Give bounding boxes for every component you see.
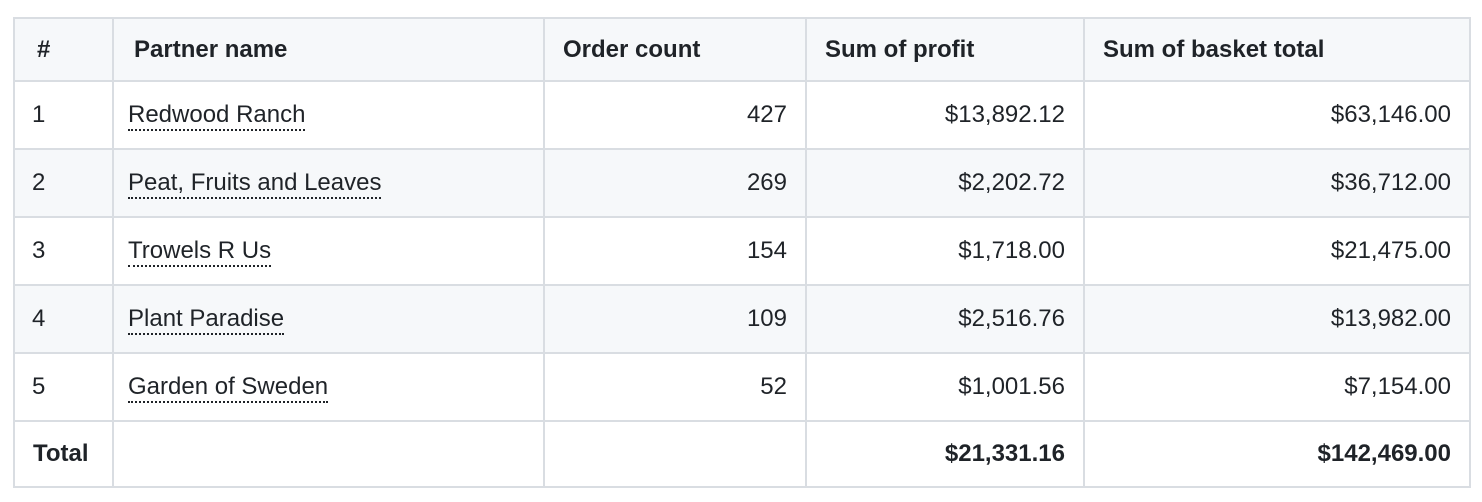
order-count-cell: 269 (543, 148, 807, 218)
total-basket-total-cell: $142,469.00 (1083, 420, 1471, 488)
column-header-order-count[interactable]: Order count (543, 17, 807, 82)
partner-link[interactable]: Garden of Sweden (128, 373, 329, 403)
partner-report: # Partner name Order count Sum of profit… (13, 17, 1471, 488)
basket-total-cell: $7,154.00 (1083, 352, 1471, 422)
table-footer: Total $21,331.16 $142,469.00 (13, 420, 1471, 488)
basket-total-cell: $21,475.00 (1083, 216, 1471, 286)
profit-cell: $1,718.00 (805, 216, 1085, 286)
column-header-partner-name[interactable]: Partner name (112, 17, 545, 82)
partner-cell: Plant Paradise (112, 284, 545, 354)
total-label: Total (13, 420, 114, 488)
partner-cell: Peat, Fruits and Leaves (112, 148, 545, 218)
partner-link[interactable]: Peat, Fruits and Leaves (128, 169, 382, 199)
partner-link[interactable]: Trowels R Us (128, 237, 272, 267)
order-count-cell: 154 (543, 216, 807, 286)
column-header-index[interactable]: # (13, 17, 114, 82)
row-index: 5 (13, 352, 114, 422)
profit-cell: $13,892.12 (805, 80, 1085, 150)
partner-table: # Partner name Order count Sum of profit… (13, 17, 1471, 488)
header-row: # Partner name Order count Sum of profit… (13, 17, 1471, 82)
table-header: # Partner name Order count Sum of profit… (13, 17, 1471, 82)
total-order-count-cell (543, 420, 807, 488)
total-profit-cell: $21,331.16 (805, 420, 1085, 488)
total-row: Total $21,331.16 $142,469.00 (13, 420, 1471, 488)
table-row: 5 Garden of Sweden 52 $1,001.56 $7,154.0… (13, 352, 1471, 422)
total-partner-cell (112, 420, 545, 488)
order-count-cell: 427 (543, 80, 807, 150)
partner-link[interactable]: Plant Paradise (128, 305, 285, 335)
order-count-cell: 52 (543, 352, 807, 422)
row-index: 4 (13, 284, 114, 354)
profit-cell: $1,001.56 (805, 352, 1085, 422)
partner-cell: Trowels R Us (112, 216, 545, 286)
profit-cell: $2,202.72 (805, 148, 1085, 218)
table-row: 4 Plant Paradise 109 $2,516.76 $13,982.0… (13, 284, 1471, 354)
table-row: 2 Peat, Fruits and Leaves 269 $2,202.72 … (13, 148, 1471, 218)
basket-total-cell: $13,982.00 (1083, 284, 1471, 354)
profit-cell: $2,516.76 (805, 284, 1085, 354)
column-header-sum-of-profit[interactable]: Sum of profit (805, 17, 1085, 82)
partner-cell: Redwood Ranch (112, 80, 545, 150)
column-header-sum-of-basket-total[interactable]: Sum of basket total (1083, 17, 1471, 82)
row-index: 1 (13, 80, 114, 150)
row-index: 2 (13, 148, 114, 218)
table-body: 1 Redwood Ranch 427 $13,892.12 $63,146.0… (13, 80, 1471, 422)
row-index: 3 (13, 216, 114, 286)
order-count-cell: 109 (543, 284, 807, 354)
partner-cell: Garden of Sweden (112, 352, 545, 422)
basket-total-cell: $36,712.00 (1083, 148, 1471, 218)
partner-link[interactable]: Redwood Ranch (128, 101, 306, 131)
basket-total-cell: $63,146.00 (1083, 80, 1471, 150)
table-row: 1 Redwood Ranch 427 $13,892.12 $63,146.0… (13, 80, 1471, 150)
table-row: 3 Trowels R Us 154 $1,718.00 $21,475.00 (13, 216, 1471, 286)
